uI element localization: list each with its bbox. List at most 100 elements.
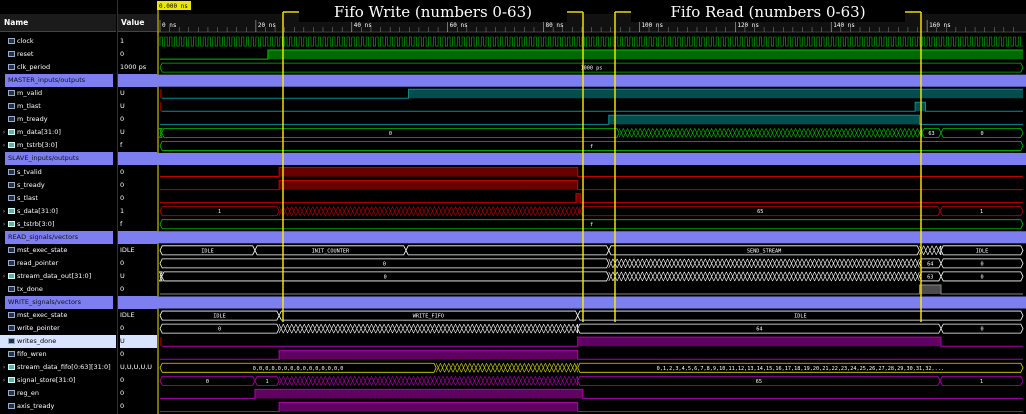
expand-chevron-icon[interactable]: ›: [2, 206, 6, 215]
signal-name-row[interactable]: reset: [0, 48, 116, 61]
timeline-label: 0 ns: [162, 22, 177, 29]
signal-name-row[interactable]: write_pointer: [0, 322, 116, 335]
bit-line: [160, 388, 1023, 399]
waveform-trace[interactable]: [160, 388, 1023, 399]
high-fill: [408, 89, 1023, 99]
signal-name-row[interactable]: fifo_wren: [0, 348, 116, 361]
waveform-pane[interactable]: 0 ns 20 ns 40 ns 60 ns 80 ns 100 ns 120 ns 140 …: [157, 0, 1026, 414]
signal-name-label: m_tstrb[3:0]: [17, 141, 58, 150]
bit-line: [160, 49, 1023, 60]
waveform-trace[interactable]: [160, 401, 1023, 412]
signal-icon: [8, 51, 15, 58]
signal-name-row[interactable]: mst_exec_state: [0, 309, 116, 322]
waveform-trace[interactable]: [159, 36, 1023, 47]
signal-group-row[interactable]: WRITE_signals/vectors: [5, 296, 113, 309]
signal-name-label: clock: [17, 37, 34, 45]
signal-name-row[interactable]: › s_tstrb[3:0]: [0, 218, 116, 231]
high-fill: [267, 50, 1023, 60]
signal-group-row[interactable]: MASTER_inputs/outputs: [5, 74, 113, 88]
signal-name-row[interactable]: › s_data[31:0]: [0, 205, 116, 218]
waveform-trace[interactable]: 1000 ps: [159, 62, 1024, 73]
signal-name-row[interactable]: clk_period: [0, 61, 116, 74]
signal-name-row[interactable]: reg_en: [0, 387, 116, 400]
expand-chevron-icon[interactable]: ›: [2, 271, 6, 280]
bus-value-label: 1: [980, 209, 983, 215]
group-band[interactable]: [157, 74, 1026, 87]
signal-name-row[interactable]: clock: [0, 35, 116, 48]
signal-name-row[interactable]: writes_done: [0, 335, 116, 349]
signal-name-row[interactable]: › stream_data_fifo[0:63][31:0]: [0, 361, 116, 374]
signal-name-row[interactable]: s_tready: [0, 179, 116, 192]
bus-value-label: 0: [384, 274, 387, 280]
signal-name-label: m_data[31:0]: [17, 128, 61, 137]
bus-value-label: 1: [218, 209, 221, 215]
waveform-trace[interactable]: [160, 193, 1023, 204]
signal-name-row[interactable]: › m_tstrb[3:0]: [0, 139, 116, 152]
signal-value-cell: 0: [120, 115, 125, 124]
waveform-trace[interactable]: f: [159, 219, 1024, 230]
group-band-fill: [157, 152, 1026, 165]
high-fill: [279, 350, 578, 360]
signal-name-row[interactable]: axis_tready: [0, 400, 116, 413]
signal-name-row[interactable]: › stream_data_out[31:0]: [0, 270, 116, 283]
high-fill: [254, 389, 583, 399]
signal-name-row[interactable]: › m_data[31:0]: [0, 126, 116, 139]
waveform-trace[interactable]: 0,0,0,0,0,0,0,0,0,0,0,0,0,0,0 0,1,2,3,4,5…: [159, 362, 1024, 373]
waveform-trace[interactable]: 0 64 0: [159, 258, 1024, 269]
bus-transition-hatch: [278, 376, 578, 386]
signal-name-row[interactable]: s_tlast: [0, 192, 116, 205]
bus-segment: [159, 258, 610, 269]
waveform-trace[interactable]: 0 1 65 1: [159, 375, 1024, 386]
signal-name-row[interactable]: m_tlast: [0, 100, 116, 113]
signal-name-pane[interactable]: Name clock reset clk_period MASTER_inputs/o…: [0, 0, 117, 414]
waveform-trace[interactable]: [160, 284, 1023, 295]
bus-segment: [940, 271, 1024, 282]
waveform-trace[interactable]: [160, 349, 1023, 360]
waveform-trace[interactable]: 1 65 1: [159, 206, 1024, 217]
bus-segment: [159, 362, 437, 373]
signal-name-row[interactable]: s_tvalid: [0, 166, 116, 179]
group-band[interactable]: [157, 296, 1026, 309]
waveform-trace[interactable]: 0 63 0: [158, 127, 1024, 138]
waveform-trace[interactable]: 0 64 0: [159, 323, 1024, 334]
waveform-trace[interactable]: f: [159, 141, 1024, 151]
waveform-trace[interactable]: IDLE INIT_COUNTER SEND_STREAM IDLE: [159, 245, 1024, 256]
group-band[interactable]: [157, 152, 1026, 165]
waveform-trace[interactable]: [160, 114, 1023, 125]
signal-icon: [8, 285, 15, 292]
expand-chevron-icon[interactable]: ›: [2, 363, 6, 372]
signal-group-row[interactable]: SLAVE_inputs/outputs: [5, 152, 113, 166]
signal-name-row[interactable]: mst_exec_state: [0, 244, 116, 257]
high-fill: [919, 284, 942, 294]
name-column-header[interactable]: Name: [0, 14, 116, 32]
annotation-bg: [631, 2, 905, 22]
value-column-header[interactable]: Value: [118, 14, 158, 32]
bus-value-label: SEND_STREAM: [747, 248, 781, 254]
expand-chevron-icon[interactable]: ›: [2, 128, 6, 137]
signal-name-label: s_data[31:0]: [17, 206, 58, 215]
signal-name-row[interactable]: m_valid: [0, 87, 116, 100]
expand-chevron-icon[interactable]: ›: [2, 376, 6, 385]
signal-name-row[interactable]: m_tready: [0, 113, 116, 126]
expand-chevron-icon[interactable]: ›: [2, 219, 6, 228]
waveform-trace[interactable]: IDLE WRITE_FIFO IDLE: [159, 310, 1024, 321]
waveform-trace[interactable]: 0 63 0: [158, 271, 1024, 282]
waveform-trace[interactable]: [160, 88, 1023, 99]
waveform-trace[interactable]: [160, 336, 1023, 347]
bit-line: [160, 401, 1023, 412]
signal-icon: [8, 181, 15, 188]
signal-group-row[interactable]: READ_signals/vectors: [5, 230, 113, 244]
expand-chevron-icon[interactable]: ›: [2, 141, 6, 150]
signal-name-row[interactable]: tx_done: [0, 283, 116, 296]
waveform-canvas[interactable]: 0 ns 20 ns 40 ns 60 ns 80 ns 100 ns 120 ns 140 …: [157, 0, 1026, 414]
waveform-trace[interactable]: [160, 49, 1023, 60]
signal-value-cell: 0: [120, 50, 125, 59]
group-band[interactable]: [157, 231, 1026, 244]
waveform-trace[interactable]: [160, 167, 1023, 178]
signal-name-row[interactable]: read_pointer: [0, 257, 116, 270]
waveform-trace[interactable]: [160, 101, 1023, 112]
waveform-trace[interactable]: [160, 180, 1023, 191]
bus-segment: [159, 323, 280, 334]
signal-name-row[interactable]: › signal_store[31:0]: [0, 374, 116, 387]
